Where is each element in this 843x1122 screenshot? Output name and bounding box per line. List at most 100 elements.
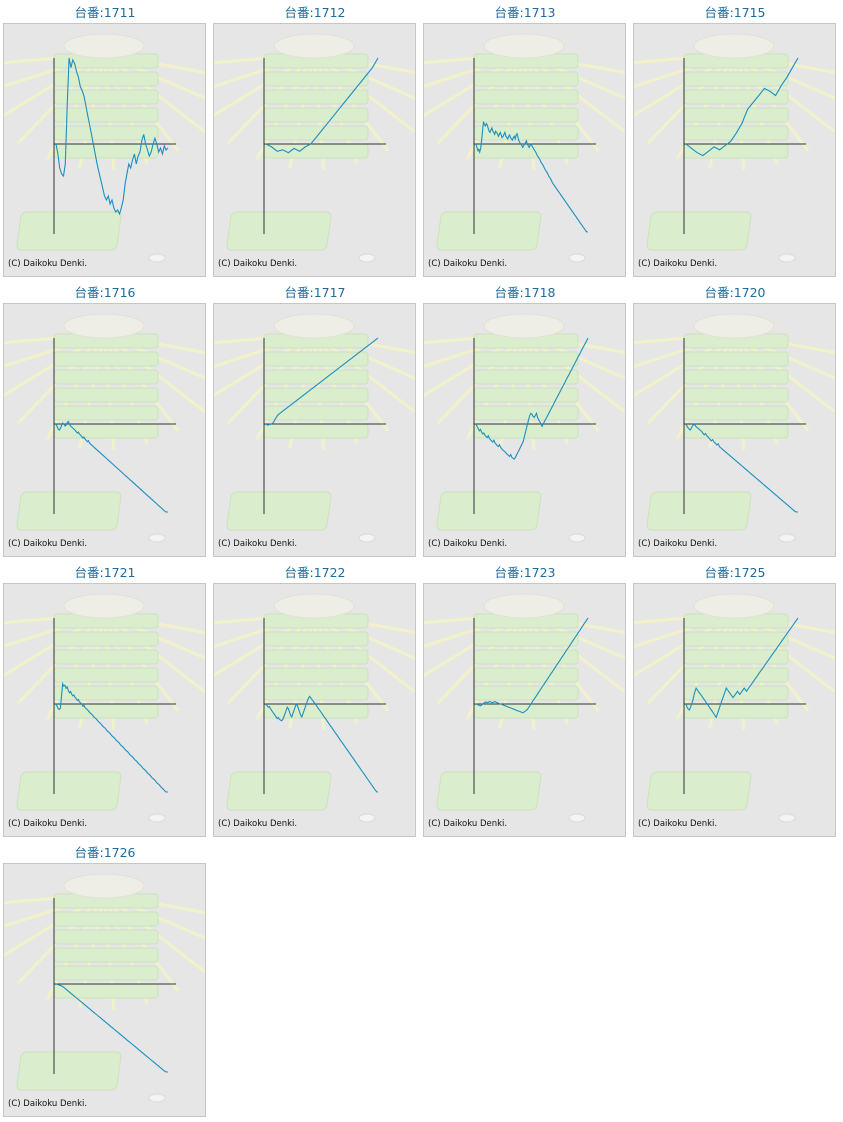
watermark-balls: [693, 313, 775, 339]
watermark-tray: [683, 631, 789, 647]
watermark-tray: [473, 143, 579, 159]
series-line: [685, 423, 798, 513]
series-line: [265, 337, 379, 426]
watermark-balls: [63, 33, 145, 59]
chart-panel: (C) Daikoku Denki.: [423, 303, 626, 557]
copyright-text: (C) Daikoku Denki.: [428, 259, 508, 269]
chart-title: 台番:1725: [704, 565, 766, 580]
watermark-balls: [693, 33, 775, 59]
watermark-tray: [53, 911, 159, 927]
watermark-box: [646, 491, 752, 531]
series-line: [475, 617, 589, 714]
watermark: [634, 33, 835, 263]
copyright-text: (C) Daikoku Denki.: [638, 259, 718, 269]
watermark-box: [646, 211, 752, 251]
chart-panel: (C) Daikoku Denki.: [3, 863, 206, 1117]
watermark-tray: [53, 369, 159, 385]
chart-title: 台番:1715: [704, 5, 766, 20]
watermark: [424, 593, 625, 823]
watermark-coin: [148, 533, 166, 543]
copyright-text: (C) Daikoku Denki.: [8, 259, 88, 269]
watermark-tray: [263, 631, 369, 647]
watermark-tray: [473, 89, 579, 105]
chart-title: 台番:1711: [74, 5, 136, 20]
chart-panel: (C) Daikoku Denki.: [213, 23, 416, 277]
chart-panel: (C) Daikoku Denki.: [3, 583, 206, 837]
watermark-box: [16, 1051, 122, 1091]
watermark-tray: [263, 667, 369, 683]
watermark-tray: [683, 89, 789, 105]
watermark-coin: [778, 533, 796, 543]
watermark-balls: [483, 593, 565, 619]
watermark-tray: [53, 965, 159, 981]
watermark-tray: [53, 703, 159, 719]
chart-title: 台番:1713: [494, 5, 556, 20]
watermark-tray: [53, 983, 159, 999]
watermark-tray: [53, 667, 159, 683]
watermark: [4, 313, 205, 543]
chart-cell: 台番:1720 (C) Daikoku Denki.: [630, 280, 840, 560]
watermark-tray: [263, 387, 369, 403]
watermark-balls: [63, 313, 145, 339]
watermark-balls: [273, 33, 355, 59]
watermark-tray: [683, 143, 789, 159]
watermark-tray: [473, 351, 579, 367]
chart-cell: 台番:1712 (C) Daikoku Denki.: [210, 0, 420, 280]
copyright-text: (C) Daikoku Denki.: [8, 1099, 88, 1109]
chart-cell: 台番:1711 (C) Daikoku Denki.: [0, 0, 210, 280]
watermark-tray: [263, 351, 369, 367]
watermark-coin: [568, 813, 586, 823]
watermark-tray: [263, 369, 369, 385]
chart-svg: [4, 593, 205, 823]
watermark-coin: [148, 1093, 166, 1103]
chart-svg: [634, 593, 835, 823]
copyright-text: (C) Daikoku Denki.: [638, 819, 718, 829]
series-line: [55, 681, 168, 793]
watermark-box: [226, 491, 332, 531]
watermark-tray: [683, 71, 789, 87]
copyright-text: (C) Daikoku Denki.: [428, 539, 508, 549]
watermark-box: [16, 491, 122, 531]
series-line: [55, 983, 168, 1073]
chart-svg: [424, 313, 625, 543]
chart-cell: 台番:1725 (C) Daikoku Denki.: [630, 560, 840, 840]
chart-cell: 台番:1715 (C) Daikoku Denki.: [630, 0, 840, 280]
watermark-tray: [53, 631, 159, 647]
watermark-tray: [473, 369, 579, 385]
watermark-balls: [273, 593, 355, 619]
chart-title: 台番:1717: [284, 285, 346, 300]
watermark-tray: [53, 405, 159, 421]
watermark-box: [646, 771, 752, 811]
copyright-text: (C) Daikoku Denki.: [8, 819, 88, 829]
chart-title: 台番:1712: [284, 5, 346, 20]
watermark-tray: [263, 703, 369, 719]
watermark-tray: [263, 423, 369, 439]
chart-svg: [424, 33, 625, 263]
chart-cell: 台番:1717 (C) Daikoku Denki.: [210, 280, 420, 560]
watermark-box: [436, 771, 542, 811]
watermark-box: [436, 211, 542, 251]
watermark-box: [226, 211, 332, 251]
chart-cell: 台番:1713 (C) Daikoku Denki.: [420, 0, 630, 280]
copyright-text: (C) Daikoku Denki.: [638, 539, 718, 549]
watermark-tray: [473, 125, 579, 141]
series-line: [265, 57, 379, 154]
watermark-box: [16, 211, 122, 251]
watermark-box: [226, 771, 332, 811]
watermark-tray: [53, 71, 159, 87]
chart-panel: (C) Daikoku Denki.: [633, 583, 836, 837]
watermark-tray: [473, 631, 579, 647]
watermark-tray: [263, 71, 369, 87]
series-line: [475, 121, 588, 233]
chart-title: 台番:1716: [74, 285, 136, 300]
chart-cell: 台番:1721 (C) Daikoku Denki.: [0, 560, 210, 840]
watermark-tray: [683, 405, 789, 421]
chart-cell: 台番:1716 (C) Daikoku Denki.: [0, 280, 210, 560]
watermark-box: [16, 771, 122, 811]
series-line: [475, 337, 589, 460]
chart-cell: 台番:1722 (C) Daikoku Denki.: [210, 560, 420, 840]
chart-svg: [634, 33, 835, 263]
chart-panel: (C) Daikoku Denki.: [3, 303, 206, 557]
watermark-tray: [473, 387, 579, 403]
watermark: [634, 593, 835, 823]
